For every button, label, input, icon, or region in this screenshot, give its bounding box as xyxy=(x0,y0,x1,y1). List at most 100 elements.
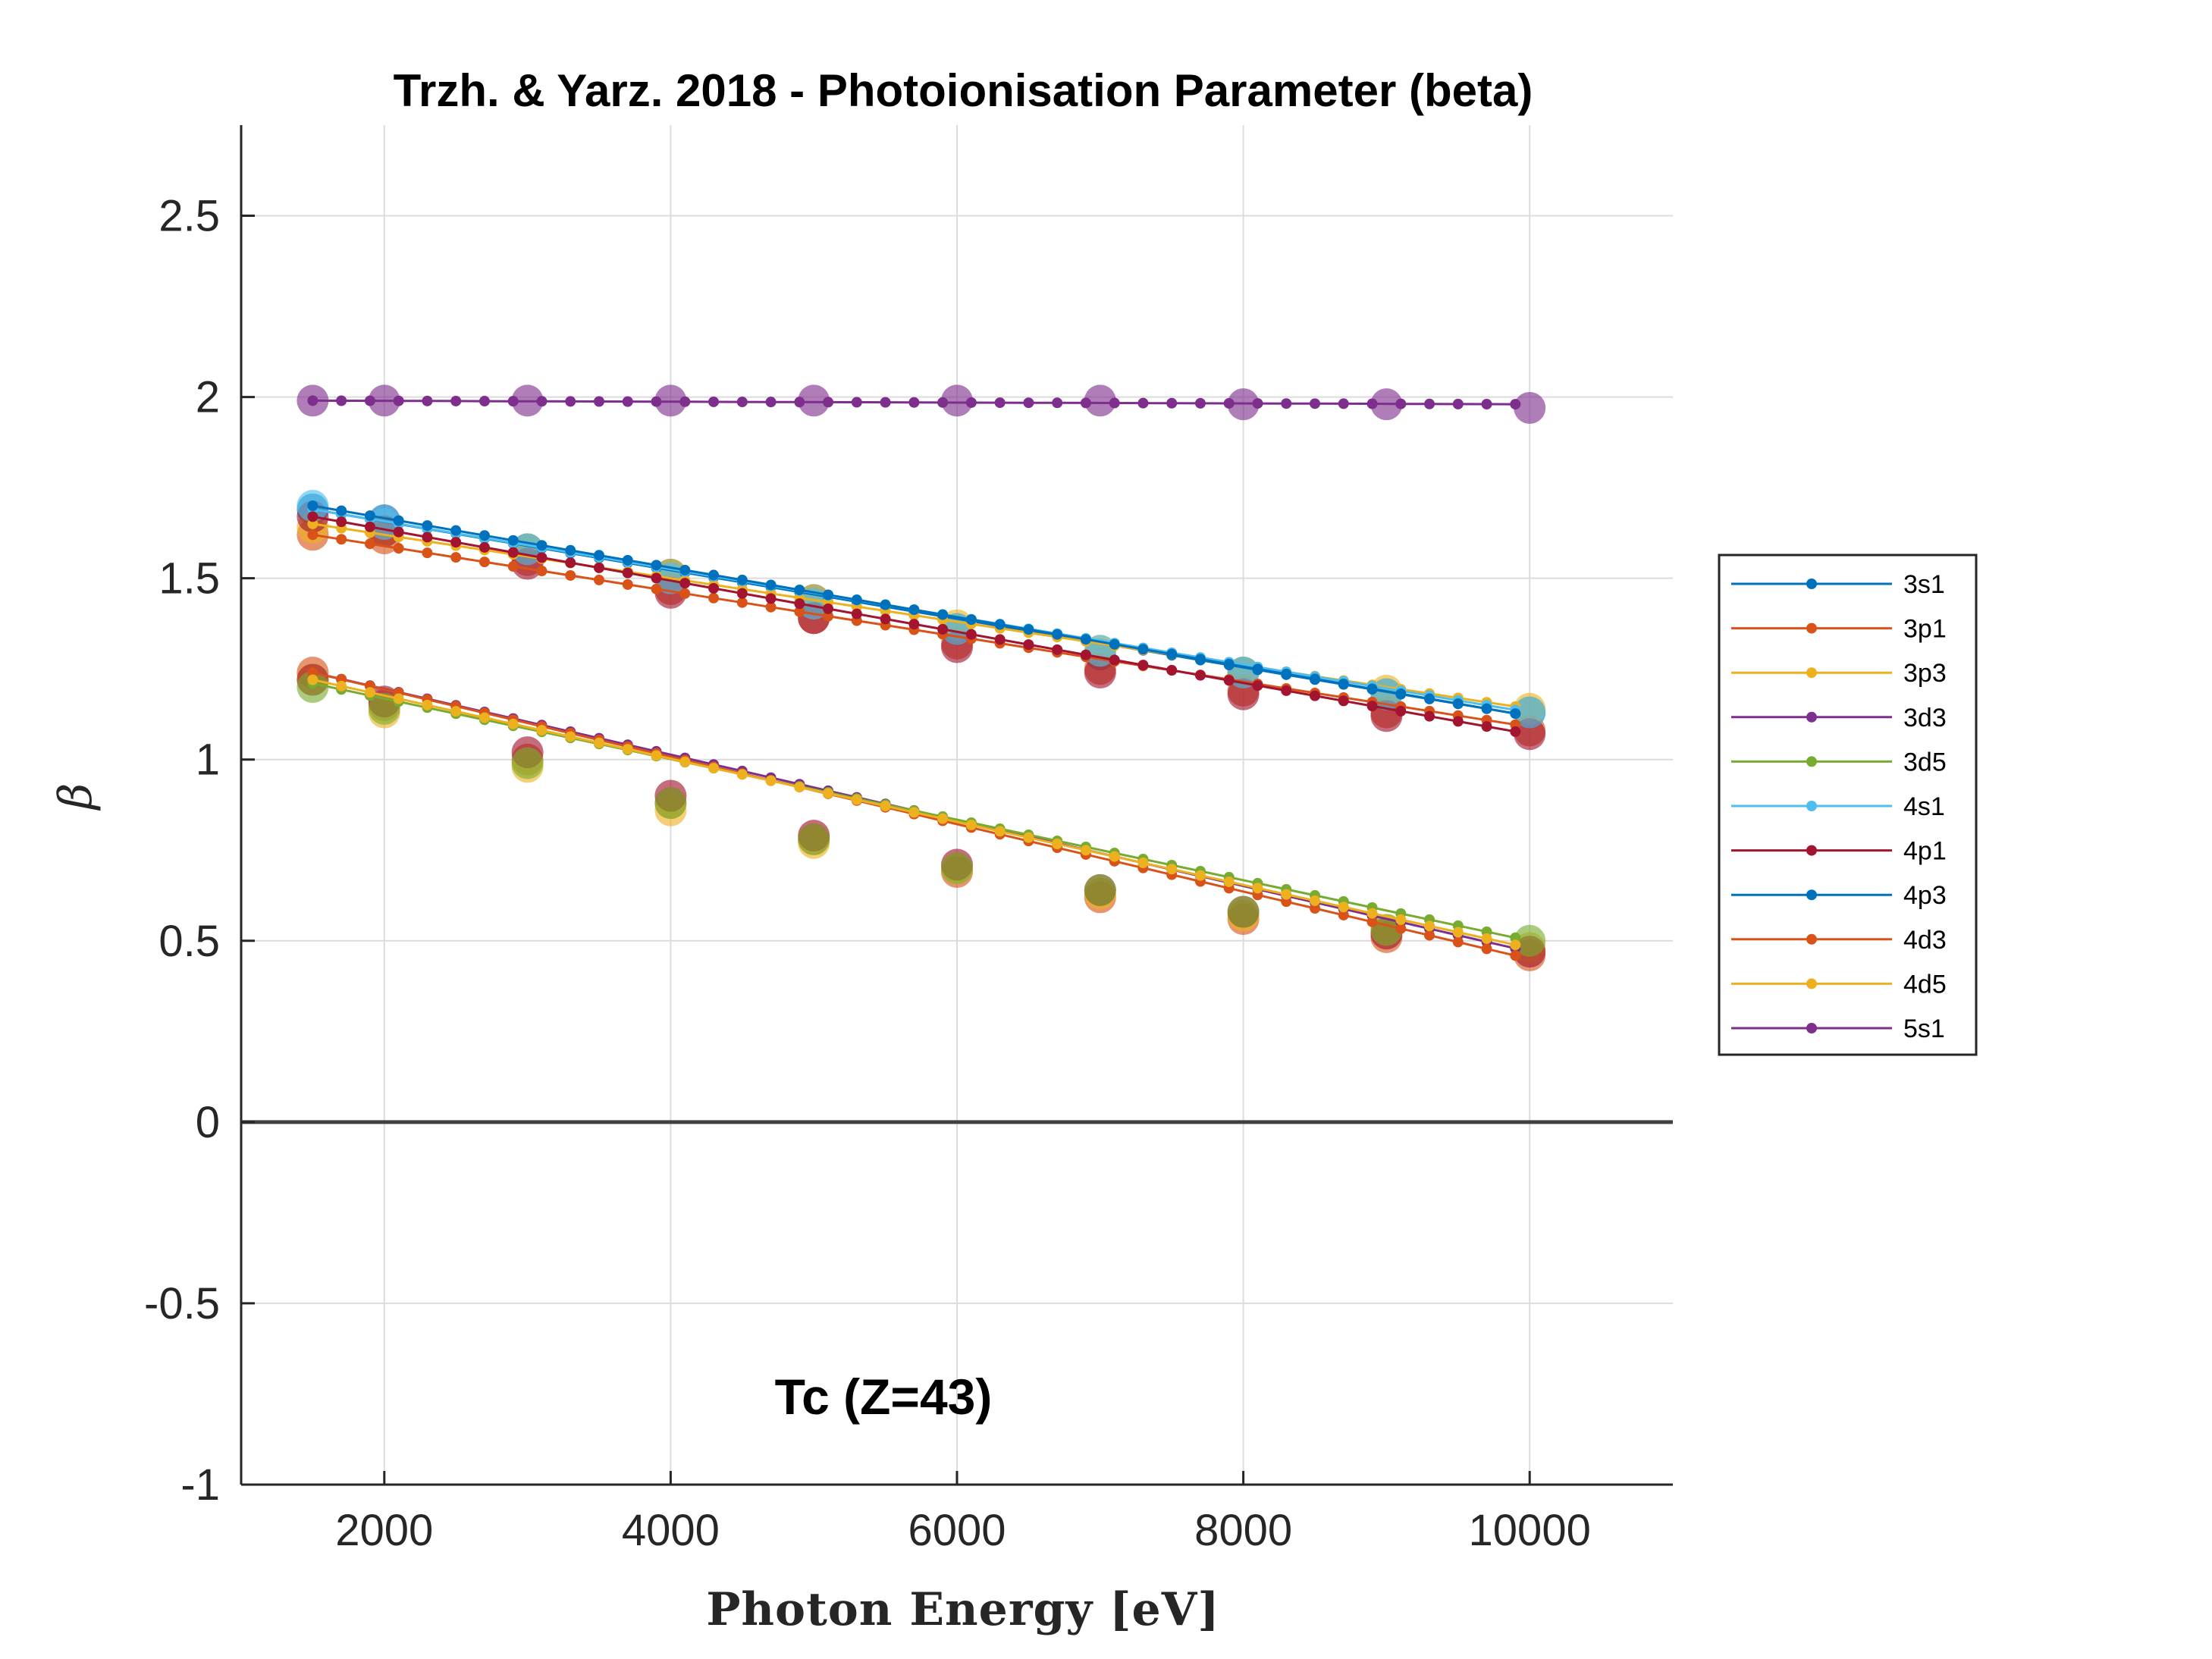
series-marker-4d5 xyxy=(1424,920,1435,932)
series-marker-4p3 xyxy=(1338,678,1349,689)
series-marker-5s1 xyxy=(1080,397,1091,409)
chart-title: Trzh. & Yarz. 2018 - Photoionisation Par… xyxy=(394,65,1533,116)
legend-marker-3p1 xyxy=(1806,623,1817,634)
series-marker-5s1 xyxy=(1166,397,1178,409)
series-marker-4p1 xyxy=(651,572,662,584)
series-marker-3p1 xyxy=(393,543,404,554)
y-tick-label: 0 xyxy=(196,1098,220,1147)
series-marker-4p1 xyxy=(1510,726,1521,737)
series-marker-4d5 xyxy=(1281,889,1292,900)
series-marker-4d5 xyxy=(908,807,920,818)
reference-marker xyxy=(1370,914,1403,946)
series-marker-4p1 xyxy=(336,516,347,528)
series-marker-4d5 xyxy=(1452,927,1464,938)
series-marker-4d5 xyxy=(565,731,576,742)
series-marker-4p3 xyxy=(880,599,891,610)
series-marker-4p3 xyxy=(1137,644,1149,655)
series-marker-4p3 xyxy=(1510,708,1521,720)
reference-marker xyxy=(1084,656,1116,688)
series-marker-4d5 xyxy=(1137,857,1149,868)
series-marker-4p3 xyxy=(794,584,805,595)
series-marker-4d5 xyxy=(1194,870,1206,881)
series-marker-4p1 xyxy=(622,567,633,579)
series-marker-4d5 xyxy=(1510,939,1521,951)
series-marker-4p1 xyxy=(679,578,691,589)
series-marker-4p1 xyxy=(823,603,834,614)
series-marker-5s1 xyxy=(1194,397,1206,409)
series-marker-4d5 xyxy=(651,750,662,761)
series-marker-4p1 xyxy=(1395,705,1407,717)
legend-label-3d5: 3d5 xyxy=(1903,748,1947,776)
series-marker-4p1 xyxy=(1366,701,1378,712)
legend-marker-4p1 xyxy=(1806,845,1817,856)
series-marker-4d3 xyxy=(1366,916,1378,927)
series-marker-4p1 xyxy=(1310,690,1320,701)
series-marker-5s1 xyxy=(1023,397,1034,409)
series-marker-4d5 xyxy=(307,674,318,685)
series-marker-5s1 xyxy=(765,397,777,408)
series-marker-4p1 xyxy=(565,557,576,569)
series-marker-4d5 xyxy=(1223,876,1235,887)
series-marker-5s1 xyxy=(307,395,318,406)
series-marker-4d5 xyxy=(364,687,375,698)
reference-marker xyxy=(941,384,973,417)
series-marker-4p3 xyxy=(765,579,777,591)
series-marker-4d5 xyxy=(736,769,748,780)
y-tick-label: 0.5 xyxy=(158,917,220,966)
series-marker-5s1 xyxy=(536,396,548,407)
series-marker-5s1 xyxy=(994,397,1006,409)
series-marker-4p3 xyxy=(965,614,977,626)
series-marker-4p1 xyxy=(1281,685,1292,696)
series-marker-4d5 xyxy=(994,826,1006,837)
series-marker-3p1 xyxy=(594,574,604,585)
y-tick-label: 2.5 xyxy=(158,192,220,241)
series-marker-5s1 xyxy=(1481,398,1492,409)
series-marker-3p1 xyxy=(450,552,462,563)
series-marker-3p1 xyxy=(478,557,490,568)
series-marker-4d5 xyxy=(1310,895,1320,906)
series-marker-5s1 xyxy=(450,395,462,406)
reference-marker xyxy=(1227,678,1260,710)
series-marker-4d3 xyxy=(1510,950,1521,961)
series-marker-4d3 xyxy=(1310,903,1320,914)
series-marker-5s1 xyxy=(736,397,748,408)
series-marker-4p1 xyxy=(965,629,977,640)
series-marker-4p3 xyxy=(1223,658,1235,670)
series-marker-5s1 xyxy=(823,397,834,408)
series-marker-5s1 xyxy=(1310,398,1320,409)
legend-marker-3p3 xyxy=(1806,667,1817,679)
series-marker-4p1 xyxy=(1080,649,1091,660)
series-marker-5s1 xyxy=(679,396,691,407)
series-marker-5s1 xyxy=(1452,398,1464,409)
series-marker-4p3 xyxy=(364,510,375,522)
legend-marker-4d3 xyxy=(1806,933,1817,945)
series-lines xyxy=(307,395,1521,961)
series-marker-4p3 xyxy=(450,525,462,536)
series-marker-4p3 xyxy=(536,540,548,551)
series-marker-5s1 xyxy=(1366,398,1378,409)
reference-marker xyxy=(1514,391,1546,424)
legend-label-3d3: 3d3 xyxy=(1903,704,1947,732)
legend-label-4d5: 4d5 xyxy=(1903,970,1947,999)
series-marker-4d5 xyxy=(794,782,805,793)
series-marker-4p1 xyxy=(422,532,433,543)
series-marker-4p1 xyxy=(794,598,805,610)
legend-marker-4d5 xyxy=(1806,978,1817,989)
series-marker-4p3 xyxy=(1310,673,1320,685)
series-marker-4p1 xyxy=(1166,664,1178,676)
series-marker-4p1 xyxy=(1424,710,1435,722)
series-marker-4d5 xyxy=(1338,902,1349,913)
x-axis-label: Photon Energy [eV] xyxy=(706,1583,1219,1636)
x-tick-label: 4000 xyxy=(622,1506,720,1555)
series-marker-5s1 xyxy=(507,396,519,407)
series-marker-5s1 xyxy=(1395,398,1407,409)
series-marker-4p3 xyxy=(594,550,604,561)
series-marker-4d3 xyxy=(1424,930,1435,941)
legend-marker-4p3 xyxy=(1806,889,1817,901)
reference-marker xyxy=(1514,924,1546,957)
reference-marker xyxy=(654,787,687,820)
series-marker-5s1 xyxy=(622,396,633,407)
series-marker-4d5 xyxy=(851,794,862,805)
series-marker-5s1 xyxy=(422,395,433,406)
